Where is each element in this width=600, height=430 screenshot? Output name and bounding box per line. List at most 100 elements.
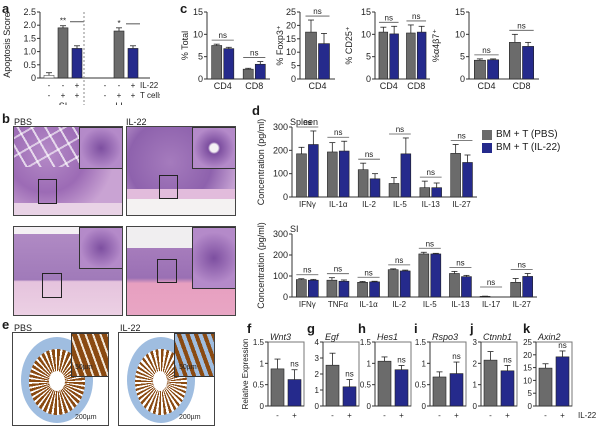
panel-label-h: h xyxy=(358,321,366,336)
svg-text:1: 1 xyxy=(367,359,372,368)
svg-text:+: + xyxy=(292,411,297,420)
svg-text:10: 10 xyxy=(361,29,371,39)
svg-text:ns: ns xyxy=(412,12,420,21)
histology-li-pbs xyxy=(13,226,123,316)
svg-text:ns: ns xyxy=(385,13,393,22)
svg-text:-: - xyxy=(48,81,51,90)
histology-li-il22 xyxy=(126,226,236,316)
svg-text:ns: ns xyxy=(290,360,298,369)
svg-text:0.5: 0.5 xyxy=(360,381,372,390)
svg-text:2.5: 2.5 xyxy=(23,7,36,17)
svg-text:CD8: CD8 xyxy=(407,81,425,91)
svg-text:ns: ns xyxy=(396,125,404,134)
svg-text:Rspo3: Rspo3 xyxy=(432,332,458,342)
ihc-il22: 50µm 200µm xyxy=(118,332,215,426)
svg-text:**: ** xyxy=(60,17,66,26)
ihc-inset xyxy=(174,333,214,377)
svg-text:5: 5 xyxy=(198,52,203,62)
panel-label-g: g xyxy=(307,321,315,336)
svg-text:Spleen: Spleen xyxy=(290,117,318,127)
svg-text:IL-2: IL-2 xyxy=(362,200,376,209)
svg-text:ns: ns xyxy=(457,132,465,141)
svg-text:1: 1 xyxy=(260,359,265,368)
svg-text:Concentration (pg/ml): Concentration (pg/ml) xyxy=(256,222,266,309)
svg-text:5: 5 xyxy=(460,52,465,62)
svg-text:0: 0 xyxy=(291,74,296,84)
svg-text:+: + xyxy=(75,81,80,90)
svg-text:-: - xyxy=(331,411,334,420)
svg-text:3: 3 xyxy=(315,354,320,363)
svg-text:ns: ns xyxy=(517,21,525,30)
svg-text:ns: ns xyxy=(364,268,372,277)
svg-text:0: 0 xyxy=(31,73,36,83)
histology-zoom-box xyxy=(42,273,62,298)
histology-inset xyxy=(192,127,235,169)
svg-text:2.0: 2.0 xyxy=(23,20,36,30)
svg-text:ns: ns xyxy=(397,355,405,364)
svg-text:ns: ns xyxy=(452,352,460,361)
svg-text:5: 5 xyxy=(366,52,371,62)
svg-text:Ctnnb1: Ctnnb1 xyxy=(483,332,512,342)
panel-label-e: e xyxy=(2,317,10,332)
svg-text:+: + xyxy=(131,91,136,100)
svg-text:300: 300 xyxy=(273,122,288,132)
svg-text:ns: ns xyxy=(395,256,403,265)
svg-text:-: - xyxy=(62,81,65,90)
chart-hes1: 0 0.5 1 1.5 Hes1 ns - + xyxy=(360,332,412,420)
svg-text:1: 1 xyxy=(422,359,427,368)
svg-text:100: 100 xyxy=(273,169,288,179)
svg-text:0: 0 xyxy=(473,402,478,411)
svg-text:IL-2: IL-2 xyxy=(392,300,406,309)
legend-item-pbs: BM + T (PBS) xyxy=(482,128,560,141)
svg-text:SI: SI xyxy=(290,224,299,234)
svg-text:0.5: 0.5 xyxy=(253,381,265,390)
svg-text:0.5: 0.5 xyxy=(23,60,36,70)
svg-text:IL-22: IL-22 xyxy=(140,81,159,90)
legend-swatch-blue xyxy=(482,142,492,153)
svg-text:25: 25 xyxy=(523,338,532,347)
svg-text:+: + xyxy=(505,411,510,420)
ihc-col-pbs: PBS xyxy=(14,323,33,333)
svg-text:IL-27: IL-27 xyxy=(452,200,471,209)
ihc-col-il22: IL-22 xyxy=(120,323,141,333)
scale-bar-200um: 200µm xyxy=(75,414,97,421)
svg-text:200: 200 xyxy=(273,145,288,155)
svg-text:+: + xyxy=(399,411,404,420)
svg-text:1.5: 1.5 xyxy=(23,33,36,43)
chart-egf: 0 1 2 3 4 Egf ns - + xyxy=(315,332,360,420)
svg-text:1.5: 1.5 xyxy=(360,338,372,347)
svg-text:0: 0 xyxy=(283,292,288,302)
svg-text:ns: ns xyxy=(313,7,321,16)
svg-text:-: - xyxy=(383,411,386,420)
panel-label-b: b xyxy=(2,111,10,126)
svg-text:IFNγ: IFNγ xyxy=(299,200,316,209)
svg-text:CD8: CD8 xyxy=(245,81,263,91)
legend-item-il22: BM + T (IL-22) xyxy=(482,141,560,154)
panel-label-f: f xyxy=(247,321,252,336)
chart-si-cytokines: 0 100 200 300 Concentration (pg/ml) SI ns IFNγ n… xyxy=(256,222,537,309)
svg-text:0: 0 xyxy=(422,402,427,411)
panel-label-a: a xyxy=(2,1,10,16)
svg-text:25: 25 xyxy=(286,7,296,17)
svg-text:*: * xyxy=(117,19,120,28)
svg-text:IL-22: IL-22 xyxy=(578,411,597,420)
svg-text:20: 20 xyxy=(286,20,296,30)
svg-text:ns: ns xyxy=(558,341,566,350)
svg-text:Concentration (pg/ml): Concentration (pg/ml) xyxy=(256,119,266,206)
svg-text:0: 0 xyxy=(198,74,203,84)
svg-text:0: 0 xyxy=(366,74,371,84)
panel-label-c: c xyxy=(180,1,188,16)
svg-text:+: + xyxy=(117,91,122,100)
svg-text:10: 10 xyxy=(193,29,203,39)
svg-text:-: - xyxy=(489,411,492,420)
svg-text:CD4: CD4 xyxy=(380,81,398,91)
ihc-pbs: 50µm 200µm xyxy=(12,332,109,426)
svg-text:ns: ns xyxy=(487,278,495,287)
svg-text:ns: ns xyxy=(345,370,353,379)
scale-bar-200um: 200µm xyxy=(179,414,201,421)
svg-text:2: 2 xyxy=(473,359,478,368)
svg-text:3: 3 xyxy=(473,338,478,347)
svg-text:200: 200 xyxy=(273,250,288,260)
ihc-inset xyxy=(71,333,108,377)
